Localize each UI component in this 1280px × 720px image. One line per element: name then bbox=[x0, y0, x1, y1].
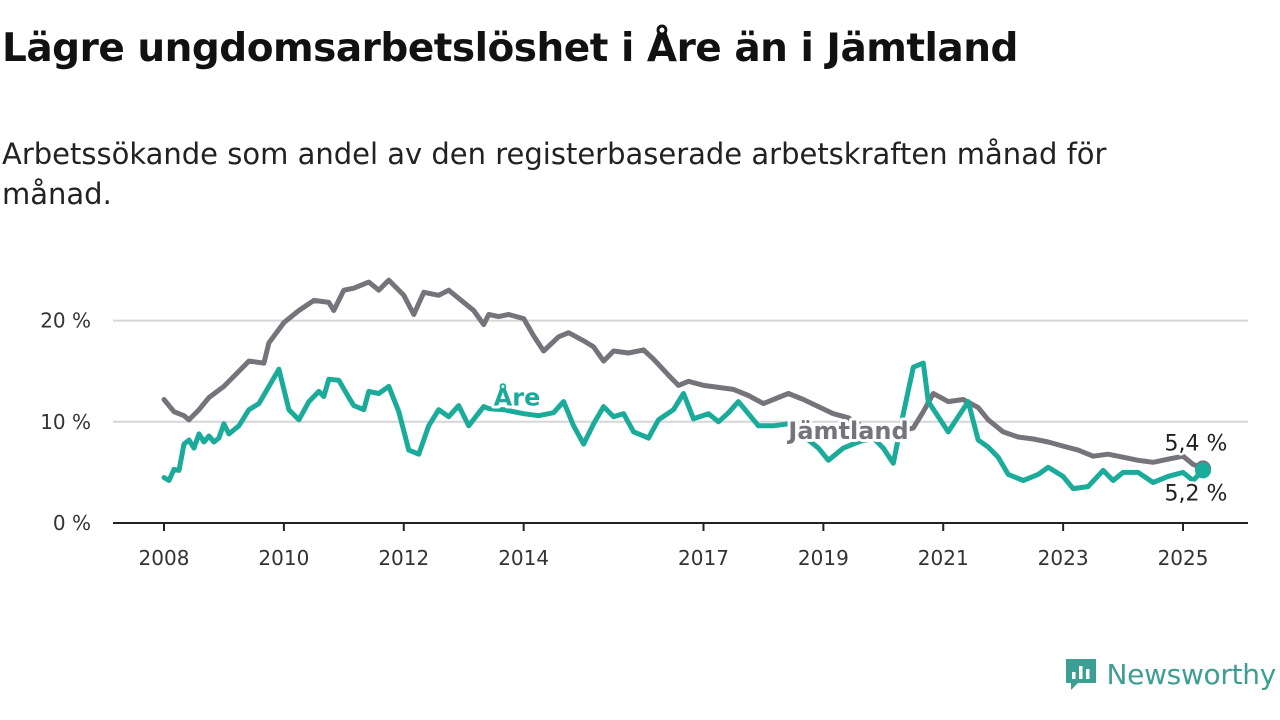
x-tick-label: 2021 bbox=[918, 546, 969, 570]
series-line-jamtland bbox=[161, 277, 1206, 471]
x-tick-label: 2010 bbox=[258, 546, 309, 570]
chart-subtitle: Arbetssökande som andel av den registerb… bbox=[2, 137, 1107, 211]
series-labels: Åre Jämtland 5,4 % 5,2 % bbox=[491, 380, 1230, 509]
brand-name: Newsworthy bbox=[1106, 657, 1277, 691]
chart-title: Lägre ungdomsarbetslöshet i Åre än i Jäm… bbox=[2, 26, 1018, 71]
series-lines bbox=[161, 277, 1212, 492]
x-tick-label: 2019 bbox=[798, 546, 849, 570]
end-marker-are bbox=[1195, 462, 1212, 479]
x-tick-label: 2017 bbox=[678, 546, 729, 570]
x-tick-label: 2008 bbox=[139, 546, 190, 570]
series-line-are bbox=[161, 360, 1206, 492]
y-tick-label: 10 % bbox=[40, 410, 91, 434]
x-axis: 2008 2010 2012 2014 2017 2019 2021 2023 2025 bbox=[113, 522, 1248, 570]
x-tick-label: 2025 bbox=[1158, 546, 1209, 570]
series-label-are: Åre bbox=[494, 383, 541, 412]
line-chart: 0 % 10 % 20 % 2008 2010 2012 2014 2017 2019 2021… bbox=[40, 277, 1248, 570]
x-tick-label: 2014 bbox=[498, 546, 549, 570]
y-tick-label: 0 % bbox=[53, 511, 91, 535]
y-axis-ticks: 0 % 10 % 20 % bbox=[40, 309, 91, 535]
x-tick-label: 2023 bbox=[1038, 546, 1089, 570]
y-tick-label: 20 % bbox=[40, 309, 91, 333]
brand-logo: Newsworthy bbox=[1063, 654, 1277, 694]
series-label-jamtland: Jämtland bbox=[786, 417, 908, 445]
newsworthy-logo-icon bbox=[1065, 659, 1096, 690]
gridlines bbox=[113, 319, 1248, 423]
end-value-are: 5,2 % bbox=[1165, 481, 1228, 506]
x-tick-label: 2012 bbox=[378, 546, 429, 570]
end-value-jamtland: 5,4 % bbox=[1165, 431, 1228, 456]
